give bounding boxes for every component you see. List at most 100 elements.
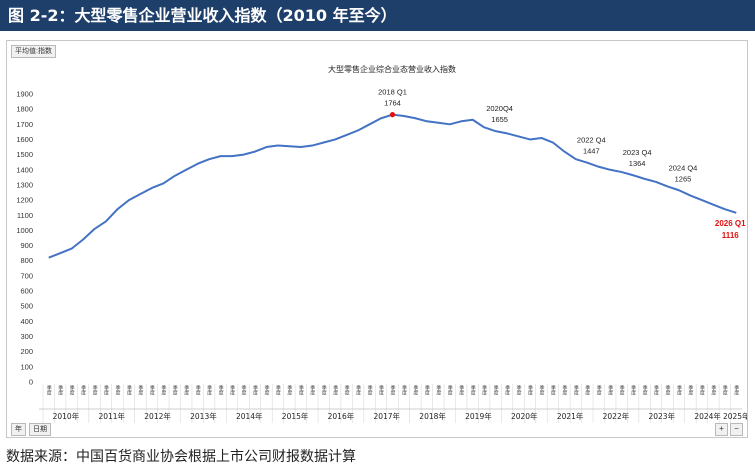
- x-tick-label: 季度: [367, 384, 373, 396]
- x-tick-label: 季度: [195, 384, 201, 396]
- x-tick-label: 季度: [263, 384, 269, 396]
- x-tick-label: 季度: [722, 384, 728, 396]
- year-label: 2021年: [557, 411, 584, 421]
- x-tick-label: 季度: [80, 384, 86, 396]
- year-label: 2013年: [190, 411, 217, 421]
- x-tick-label: 季度: [653, 384, 659, 396]
- x-tick-label: 季度: [57, 384, 63, 396]
- year-label: 2012年: [144, 411, 171, 421]
- x-tick-label: 季度: [458, 384, 464, 396]
- y-tick-label: 1700: [16, 120, 33, 129]
- year-label: 2016年: [328, 411, 355, 421]
- x-tick-label: 季度: [447, 384, 453, 396]
- y-tick-label: 600: [20, 287, 33, 296]
- data-label-value: 1265: [675, 174, 692, 183]
- x-tick-label: 季度: [229, 384, 235, 396]
- data-label-value: 1116: [722, 231, 739, 240]
- x-tick-label: 季度: [630, 384, 636, 396]
- date-filter-button[interactable]: 日期: [29, 423, 51, 436]
- x-tick-label: 季度: [412, 384, 418, 396]
- data-label-value: 1364: [629, 159, 646, 168]
- filter-bar: 年 日期: [11, 423, 51, 436]
- year-label: 2025年: [723, 411, 747, 421]
- x-tick-label: 季度: [183, 384, 189, 396]
- x-tick-label: 季度: [493, 384, 499, 396]
- data-label-period: 2023 Q4: [623, 148, 652, 157]
- chart-frame: 大型零售企业综合业态营业收入指数 0 100 200 300 400 500 600 700 80…: [6, 40, 748, 438]
- x-tick-label: 季度: [676, 384, 682, 396]
- x-tick-label: 季度: [550, 384, 556, 396]
- x-tick-label: 季度: [596, 384, 602, 396]
- x-tick-label: 季度: [481, 384, 487, 396]
- y-tick-label: 200: [20, 347, 33, 356]
- series-line: [48, 113, 737, 259]
- data-label-value: 1447: [583, 147, 600, 156]
- x-tick-label: 季度: [378, 384, 384, 396]
- x-tick-label: 季度: [607, 384, 613, 396]
- line-chart: 大型零售企业综合业态营业收入指数 0 100 200 300 400 500 600 700 80…: [16, 64, 747, 423]
- x-tick-label: 季度: [114, 384, 120, 396]
- year-filter-button[interactable]: 年: [11, 423, 26, 436]
- x-tick-label: 季度: [103, 384, 109, 396]
- y-tick-label: 1400: [16, 165, 33, 174]
- x-tick-label: 季度: [309, 384, 315, 396]
- year-label: 2019年: [465, 411, 492, 421]
- x-tick-label: 季度: [619, 384, 625, 396]
- year-label: 2024年: [694, 411, 721, 421]
- y-tick-label: 1800: [16, 105, 33, 114]
- y-tick-label: 900: [20, 241, 33, 250]
- y-tick-label: 1000: [16, 226, 33, 235]
- y-tick-label: 0: [29, 378, 33, 387]
- x-tick-label: 季度: [286, 384, 292, 396]
- y-tick-label: 1500: [16, 150, 33, 159]
- x-tick-label: 季度: [573, 384, 579, 396]
- y-tick-label: 1600: [16, 135, 33, 144]
- x-tick-label: 季度: [401, 384, 407, 396]
- data-label-period: 2020Q4: [486, 104, 513, 113]
- value-field-button[interactable]: 平均值:指数: [11, 45, 56, 58]
- x-tick-label: 季度: [252, 384, 258, 396]
- year-label: 2020年: [511, 411, 538, 421]
- x-tick-label: 季度: [69, 384, 75, 396]
- x-tick-label: 季度: [642, 384, 648, 396]
- y-tick-label: 700: [20, 271, 33, 280]
- x-tick-label: 季度: [665, 384, 671, 396]
- expand-button[interactable]: +: [715, 423, 728, 436]
- data-label-period: 2026 Q1: [715, 219, 746, 228]
- x-tick-label: 季度: [687, 384, 693, 396]
- zoom-bar: + −: [715, 423, 743, 436]
- x-tick-label: 季度: [206, 384, 212, 396]
- x-tick-label: 季度: [355, 384, 361, 396]
- x-tick-label: 季度: [126, 384, 132, 396]
- x-tick-label: 季度: [527, 384, 533, 396]
- x-tick-label: 季度: [218, 384, 224, 396]
- x-tick-label: 季度: [538, 384, 544, 396]
- year-label: 2026年: [746, 411, 747, 421]
- collapse-button[interactable]: −: [730, 423, 743, 436]
- x-tick-label: 季度: [46, 384, 52, 396]
- x-tick-label: 季度: [504, 384, 510, 396]
- x-tick-label: 季度: [275, 384, 281, 396]
- x-tick-label: 季度: [321, 384, 327, 396]
- y-tick-label: 500: [20, 302, 33, 311]
- x-tick-label: 季度: [137, 384, 143, 396]
- y-tick-label: 1300: [16, 180, 33, 189]
- x-tick-label: 季度: [470, 384, 476, 396]
- peak-marker: [389, 112, 396, 118]
- x-tick-label: 季度: [390, 384, 396, 396]
- year-label: 2018年: [419, 411, 446, 421]
- chart-title: 大型零售企业综合业态营业收入指数: [328, 64, 456, 74]
- figure-title: 图 2-2：大型零售企业营业收入指数（2010 年至今）: [0, 0, 755, 31]
- y-tick-label: 100: [20, 362, 33, 371]
- x-tick-label: 季度: [516, 384, 522, 396]
- x-tick-label: 季度: [332, 384, 338, 396]
- y-tick-label: 1200: [16, 196, 33, 205]
- x-tick-label: 季度: [561, 384, 567, 396]
- x-tick-label: 季度: [710, 384, 716, 396]
- year-label: 2015年: [282, 411, 309, 421]
- x-tick-label: 季度: [92, 384, 98, 396]
- x-tick-label: 季度: [435, 384, 441, 396]
- y-tick-label: 1900: [16, 90, 33, 99]
- x-tick-label: 季度: [733, 384, 739, 396]
- x-tick-label: 季度: [172, 384, 178, 396]
